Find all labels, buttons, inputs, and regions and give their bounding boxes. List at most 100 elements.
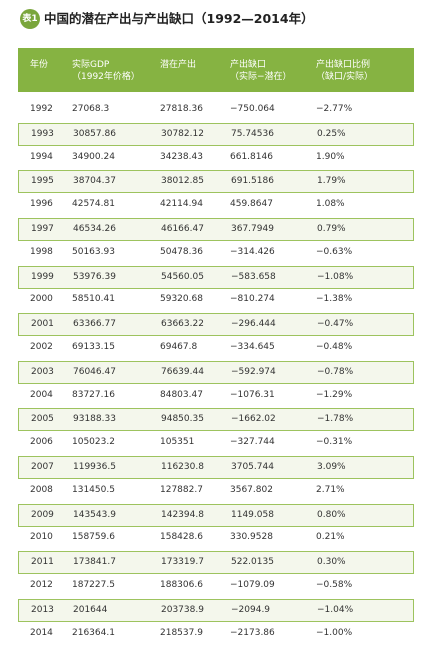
table-row: 2004 83727.16 84803.47 −1076.31 −1.29% [18, 385, 412, 406]
table-cell: −0.31% [316, 437, 353, 448]
table-cell: 76639.44 [161, 366, 204, 377]
table-cell: 0.80% [317, 509, 346, 520]
table-row: 2005 93188.33 94850.35 −1662.02 −1.78% [18, 408, 414, 432]
table-cell: 84803.47 [160, 389, 203, 400]
table-row: 1995 38704.37 38012.85 691.5186 1.79% [18, 170, 414, 194]
table-cell: 53976.39 [73, 271, 116, 282]
table-cell: 46166.47 [161, 224, 204, 234]
table-cell: −0.58% [316, 580, 353, 590]
table-cell: −583.658 [231, 271, 276, 282]
header-line: 产出缺口 [230, 60, 267, 70]
header-line: 产出缺口比例 [316, 60, 371, 70]
table-cell: 2005 [31, 414, 54, 425]
table-cell: 173319.7 [161, 557, 204, 568]
table-cell: 83727.16 [72, 389, 115, 400]
table-cell: −1.00% [316, 627, 353, 638]
table-cell: 2014 [30, 627, 53, 638]
table-cell: −0.48% [316, 342, 353, 352]
table-cell: 2001 [31, 319, 54, 330]
table-cell: 116230.8 [161, 462, 204, 472]
table-cell: −314.426 [230, 246, 275, 257]
table-cell: −1662.02 [231, 414, 276, 425]
table-cell: 2004 [30, 389, 53, 400]
column-header: 年份 [30, 59, 48, 71]
table-cell: 69467.8 [160, 342, 198, 352]
table-cell: 76046.47 [73, 366, 116, 377]
table-cell: −1.04% [317, 604, 354, 615]
table-cell: −0.78% [317, 366, 354, 377]
table-cell: 2009 [31, 509, 54, 520]
table-cell: 94850.35 [161, 414, 204, 425]
table-cell: 1998 [30, 246, 53, 257]
header-line: 潜在产出 [160, 60, 197, 70]
table-cell: 59320.68 [160, 294, 203, 305]
table-cell: −334.645 [230, 342, 275, 352]
table-cell: 58510.41 [72, 294, 115, 305]
header-line: （缺口/实际） [316, 72, 374, 82]
table-cell: 0.25% [317, 128, 346, 139]
table-cell: 0.30% [317, 557, 346, 568]
table-row: 2006 105023.2 105351 −327.744 −0.31% [18, 432, 412, 453]
column-header: 实际GDP （1992年价格） [72, 59, 140, 83]
table-cell: 203738.9 [161, 604, 204, 615]
table-cell: −1.29% [316, 389, 353, 400]
table-row: 1994 34900.24 34238.43 661.8146 1.90% [18, 147, 412, 168]
header-line: （实际−潜在） [230, 72, 292, 82]
table-cell: −0.63% [316, 246, 353, 257]
table-cell: 0.21% [316, 532, 345, 543]
table-cell: 143543.9 [73, 509, 116, 520]
header-line: 实际GDP [72, 60, 110, 70]
table-cell: 330.9528 [230, 532, 273, 543]
table-cell: 2012 [30, 580, 53, 590]
table-row: 2012 187227.5 188306.6 −1079.09 −0.58% [18, 575, 412, 596]
table-cell: −1.38% [316, 294, 353, 305]
table-cell: 63663.22 [161, 319, 204, 330]
table-cell: 691.5186 [231, 176, 274, 187]
table-row: 2014 216364.1 218537.9 −2173.86 −1.00% [18, 623, 412, 644]
table-cell: −2094.9 [231, 604, 271, 615]
table-cell: 1994 [30, 151, 53, 162]
table-cell: 119936.5 [73, 462, 116, 472]
table-cell: 1993 [31, 128, 54, 139]
table-cell: 50478.36 [160, 246, 203, 257]
table-cell: 63366.77 [73, 319, 116, 330]
table-cell: 2003 [31, 366, 54, 377]
table-cell: −327.744 [230, 437, 275, 448]
table-cell: 69133.15 [72, 342, 115, 352]
table-row: 2011 173841.7 173319.7 522.0135 0.30% [18, 551, 414, 575]
table-cell: 34900.24 [72, 151, 115, 162]
table-cell: 1149.058 [231, 509, 274, 520]
table-row: 1992 27068.3 27818.36 −750.064 −2.77% [18, 99, 412, 120]
table-cell: 2007 [31, 462, 54, 472]
table-row: 1998 50163.93 50478.36 −314.426 −0.63% [18, 242, 412, 263]
table-row: 2013 201644 203738.9 −2094.9 −1.04% [18, 598, 414, 622]
table-cell: 75.74536 [231, 128, 274, 139]
table-cell: −592.974 [231, 366, 276, 377]
table-cell: 3567.802 [230, 484, 273, 495]
table-cell: 30857.86 [73, 128, 116, 139]
table-cell: 42114.94 [160, 199, 203, 210]
table-row: 2007 119936.5 116230.8 3705.744 3.09% [18, 456, 414, 479]
table-cell: 2000 [30, 294, 53, 305]
table-header: 年份 实际GDP （1992年价格） 潜在产出 产出缺口 （实际−潜在） 产出缺口比例 （缺口… [18, 48, 414, 92]
table-cell: 187227.5 [72, 580, 115, 590]
table-row: 1999 53976.39 54560.05 −583.658 −1.08% [18, 265, 414, 289]
table-cell: 105351 [160, 437, 195, 448]
table-cell: 661.8146 [230, 151, 273, 162]
table-row: 1993 30857.86 30782.12 75.74536 0.25% [18, 122, 414, 146]
table-cell: 93188.33 [73, 414, 116, 425]
table-cell: 38012.85 [161, 176, 204, 187]
table-cell: 201644 [73, 604, 108, 615]
table-row: 2009 143543.9 142394.8 1149.058 0.80% [18, 503, 414, 527]
title: 中国的潜在产出与产出缺口（1992—2014年） [44, 11, 314, 26]
table-row: 2000 58510.41 59320.68 −810.274 −1.38% [18, 289, 412, 310]
table-cell: −2173.86 [230, 627, 275, 638]
table-cell: 2002 [30, 342, 53, 352]
table-cell: 27068.3 [72, 104, 110, 114]
table-cell: 34238.43 [160, 151, 203, 162]
table-cell: 46534.26 [73, 224, 116, 234]
column-header: 潜在产出 [160, 59, 196, 71]
table-cell: 1.08% [316, 199, 345, 210]
table-cell: 131450.5 [72, 484, 115, 495]
